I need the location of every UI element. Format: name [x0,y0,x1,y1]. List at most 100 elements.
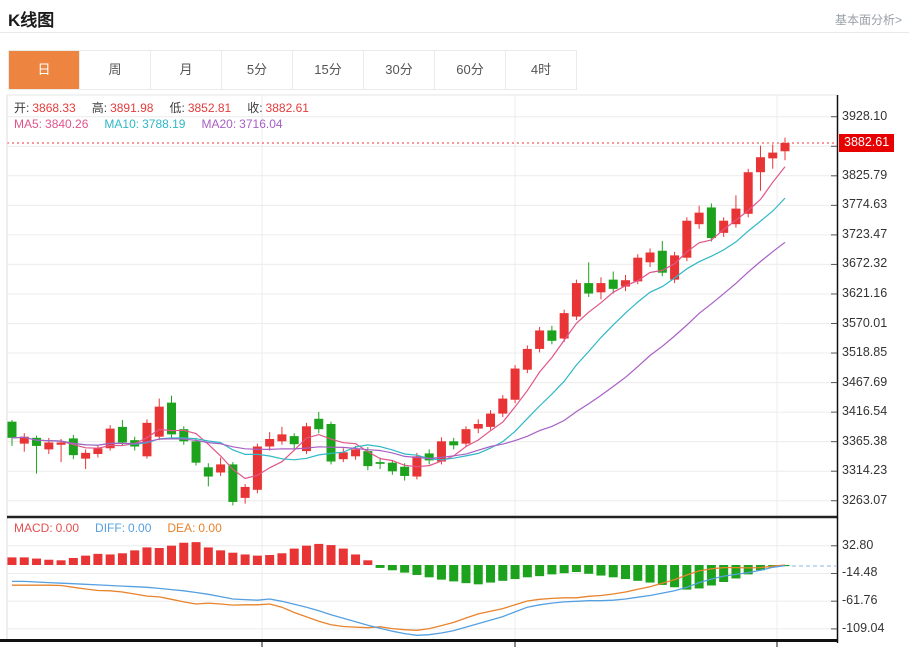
candle-body [657,250,667,273]
candle-body [633,257,643,282]
candle-body [755,157,765,173]
tab-周[interactable]: 周 [80,51,151,89]
macd-bar [130,550,140,565]
candle-body [191,441,201,463]
ma10-line [11,197,786,461]
candle-body [351,449,361,457]
tab-4时[interactable]: 4时 [506,51,576,89]
axis-tick-label: 3314.23 [842,463,888,478]
macd-bar [167,545,177,565]
legend-label: 开: [14,101,30,115]
legend-label: DEA: [167,521,196,535]
tab-30分[interactable]: 30分 [364,51,435,89]
page-title: K线图 [8,11,55,30]
candle-body [338,452,348,460]
tab-60分[interactable]: 60分 [435,51,506,89]
macd-bar [68,557,78,565]
macd-bar [56,560,66,565]
legend-label: 低: [169,101,185,115]
fundamental-analysis-link[interactable]: 基本面分析> [834,13,902,27]
macd-bar [93,553,103,565]
candle-body [510,368,520,400]
macd-bar [621,565,630,580]
macd-bar [7,557,17,565]
axis-tick-label: 3263.07 [842,492,888,507]
candle-body [682,220,692,258]
axis-tick-label: 3621.16 [842,285,888,300]
macd-bar [719,565,729,582]
macd-bar [351,554,361,565]
macd-bar [633,565,643,581]
macd-bar [743,565,753,575]
macd-bar [400,565,410,573]
macd-bar [105,554,115,565]
macd-bar [461,565,471,584]
candle-body [203,467,213,477]
candle-body [547,330,557,341]
legend-label: 收: [247,101,263,115]
axis-tick-label: 3672.32 [842,256,888,271]
macd-bar [535,565,545,577]
tab-日[interactable]: 日 [9,51,80,89]
macd-bar [559,565,569,574]
macd-bar [289,548,299,565]
macd-bar [216,550,226,565]
candle-body [706,207,716,239]
tab-15分[interactable]: 15分 [293,51,364,89]
axis-tick-label: 3518.85 [842,345,888,360]
candle-body [216,464,226,473]
legend-label: 高: [91,101,108,115]
period-tab-bar: 日周月 5分 15分 30分 60分 4时 [8,50,577,90]
candle-body [461,429,471,444]
legend-value: 3716.04 [239,117,283,131]
ma5-line [11,166,786,480]
macd-bar [522,565,532,578]
header-divider [0,32,909,33]
macd-bar [424,565,434,578]
candle-body [768,152,778,159]
candle-body [265,438,275,447]
macd-bar [277,553,287,565]
candle-body [719,220,729,233]
macd-bar [265,555,275,565]
candle-body [694,212,704,225]
candle-body [621,280,630,287]
macd-bar [228,552,238,565]
candle-body [424,453,434,461]
candle-body [449,441,459,446]
ma-legend: MA5: 3840.26 MA10: 3788.19 MA20: 3716.04 [14,117,299,131]
macd-bar [608,565,618,578]
tab-月[interactable]: 月 [151,51,222,89]
candle-body [240,486,250,498]
macd-bar [338,548,348,565]
candle-body [19,436,29,444]
axis-tick-label: 3825.79 [842,167,888,182]
candle-body [375,462,385,464]
candle-body [584,283,594,294]
legend-value: 3852.81 [187,100,232,115]
legend-value: 0.00 [198,521,222,535]
legend-label: MACD: [14,521,53,535]
legend-value: 0.00 [55,521,80,535]
candle-body [117,426,127,443]
candle-body [731,208,741,225]
legend-value: 3788.19 [142,117,186,131]
candle-body [535,330,545,349]
candle-body [608,279,618,289]
macd-bar [498,565,508,581]
candle-body [522,348,532,370]
candle-body [289,436,299,445]
macd-bar [44,559,54,565]
legend-value: 3891.98 [110,100,154,115]
candle-body [436,441,446,462]
tab-5分[interactable]: 5分 [222,51,293,89]
candle-body [167,402,177,435]
macd-bar [473,565,483,585]
macd-bar [596,565,606,576]
candle-body [670,255,680,280]
legend-value: 3882.61 [265,100,309,115]
candle-body [559,313,569,339]
candle-body [277,434,287,442]
macd-bar [706,565,716,586]
